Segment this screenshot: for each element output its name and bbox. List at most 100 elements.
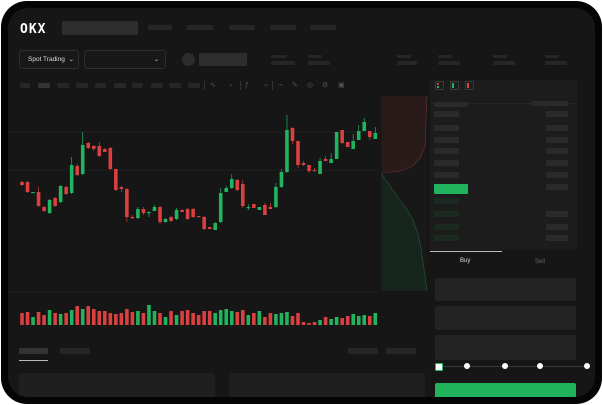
timeframe-button[interactable] bbox=[188, 83, 200, 88]
candle-body bbox=[97, 146, 102, 156]
timeframe-button[interactable] bbox=[76, 83, 88, 88]
candle bbox=[64, 186, 68, 195]
stat-value bbox=[397, 61, 417, 65]
order-amount bbox=[546, 160, 568, 166]
total-input[interactable] bbox=[435, 335, 576, 360]
candle-body bbox=[91, 146, 96, 149]
slider-step-75[interactable] bbox=[537, 363, 543, 369]
timeframe-button-active[interactable] bbox=[38, 83, 50, 88]
candle-body bbox=[296, 141, 300, 165]
timeframe-button[interactable] bbox=[20, 83, 30, 88]
candle bbox=[263, 203, 267, 215]
volume-bar bbox=[351, 314, 355, 325]
candle bbox=[185, 208, 190, 220]
pair-selector[interactable]: ⌄ bbox=[84, 50, 166, 69]
stat-value bbox=[493, 61, 515, 65]
volume-bar bbox=[174, 315, 179, 325]
nav-item[interactable] bbox=[310, 25, 336, 30]
volume-bar bbox=[268, 313, 273, 325]
divider bbox=[272, 81, 273, 90]
depth-ask-area bbox=[381, 96, 427, 173]
timeframe-button[interactable] bbox=[169, 83, 181, 88]
candle bbox=[125, 188, 129, 222]
amount-input[interactable] bbox=[435, 306, 576, 330]
okx-logo[interactable]: OKX bbox=[20, 22, 47, 37]
candle-body bbox=[64, 187, 68, 194]
pencil-icon[interactable]: ✎ bbox=[292, 82, 298, 89]
stat-label bbox=[493, 55, 507, 58]
order-book-both-icon[interactable] bbox=[435, 81, 444, 90]
stat-value bbox=[438, 61, 460, 65]
candle-body bbox=[351, 141, 355, 149]
volume-bar bbox=[241, 310, 245, 325]
tab-order-history[interactable] bbox=[60, 348, 90, 354]
timeframe-button[interactable] bbox=[132, 83, 143, 88]
search-bar[interactable] bbox=[62, 21, 138, 35]
order-amount bbox=[546, 235, 568, 241]
order-book-bids-icon[interactable] bbox=[450, 81, 459, 90]
nav-item[interactable] bbox=[270, 25, 296, 30]
fullscreen-icon[interactable]: ▣ bbox=[338, 82, 345, 89]
order-amount bbox=[546, 211, 568, 217]
volume-bar bbox=[213, 313, 217, 325]
candle bbox=[196, 216, 201, 218]
candle-body bbox=[323, 159, 328, 161]
candle-body bbox=[147, 212, 151, 214]
filter-button[interactable] bbox=[348, 348, 378, 354]
tab-buy[interactable]: Buy bbox=[460, 258, 471, 264]
candle-body bbox=[185, 209, 190, 219]
slider-step-100[interactable] bbox=[584, 363, 590, 369]
volume-bar bbox=[191, 313, 195, 325]
slider-track[interactable] bbox=[438, 366, 590, 367]
slider-step-50[interactable] bbox=[502, 363, 508, 369]
candle-body bbox=[141, 209, 146, 213]
divider bbox=[240, 81, 241, 90]
order-amount bbox=[546, 224, 568, 230]
timeframe-button[interactable] bbox=[114, 83, 126, 88]
settings-icon[interactable]: ⚙ bbox=[322, 82, 329, 89]
candle-body bbox=[114, 169, 118, 190]
chevron-down-icon[interactable]: ⌄ bbox=[263, 81, 269, 88]
nav-item[interactable] bbox=[148, 25, 172, 30]
ask-price bbox=[434, 172, 459, 178]
ask-price bbox=[434, 148, 459, 154]
tab-sell[interactable]: Sell bbox=[535, 259, 546, 265]
market-selector-label: Spot Trading bbox=[28, 56, 65, 63]
indicator-icon[interactable]: ƒ bbox=[245, 82, 249, 89]
nav-item[interactable] bbox=[229, 25, 255, 30]
candle bbox=[213, 222, 217, 230]
ask-price bbox=[434, 111, 459, 117]
timeframe-button[interactable] bbox=[151, 83, 163, 88]
chevron-down-icon[interactable]: ⌄ bbox=[228, 81, 234, 88]
order-amount bbox=[546, 125, 568, 131]
candle bbox=[351, 134, 355, 149]
buy-button[interactable] bbox=[435, 383, 576, 397]
candle-body bbox=[25, 182, 30, 192]
coin-icon bbox=[182, 53, 195, 66]
candle-body bbox=[263, 205, 267, 215]
slider-step-25[interactable] bbox=[464, 363, 470, 369]
line-tool-icon[interactable]: ∼ bbox=[278, 82, 284, 89]
volume-bar bbox=[224, 309, 229, 325]
candle-body bbox=[207, 227, 212, 229]
timeframe-button[interactable] bbox=[57, 83, 69, 88]
candle-body bbox=[42, 207, 46, 211]
candlestick-chart[interactable] bbox=[8, 8, 595, 397]
volume-bar bbox=[307, 323, 311, 325]
candle-body bbox=[334, 132, 339, 159]
slider-handle[interactable] bbox=[435, 363, 443, 371]
timeframe-button[interactable] bbox=[95, 83, 106, 88]
candle-type-icon[interactable]: ∿ bbox=[210, 82, 216, 89]
candle bbox=[130, 215, 135, 219]
volume-bar bbox=[367, 316, 372, 325]
bid-price bbox=[434, 211, 459, 217]
price-input[interactable] bbox=[435, 278, 576, 301]
order-book-asks-icon[interactable] bbox=[465, 81, 474, 90]
nav-item[interactable] bbox=[187, 25, 213, 30]
market-selector[interactable]: Spot Trading ⌄ bbox=[19, 50, 79, 69]
volume-bar bbox=[340, 318, 344, 325]
tab-open-orders[interactable] bbox=[19, 348, 48, 354]
filter-button[interactable] bbox=[386, 348, 416, 354]
camera-icon[interactable]: ◎ bbox=[307, 82, 314, 89]
candle-body bbox=[268, 207, 273, 209]
